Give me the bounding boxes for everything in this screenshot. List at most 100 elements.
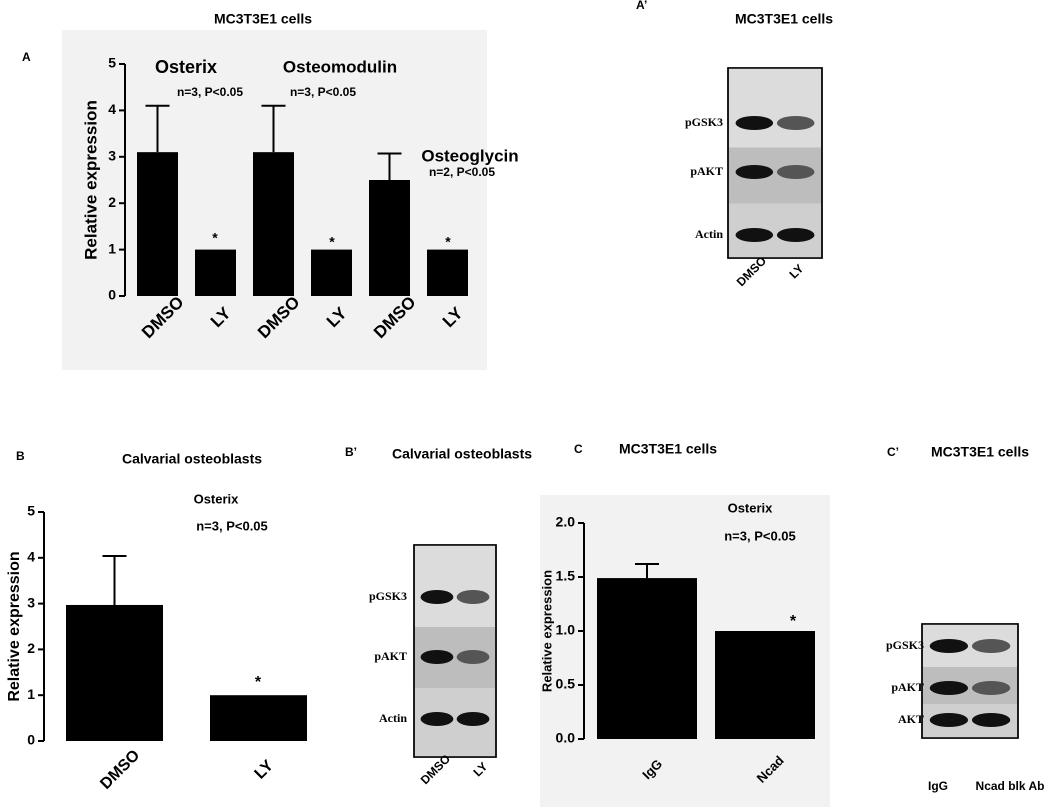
panel-label: C’ (887, 445, 899, 459)
error-bar (102, 554, 127, 605)
blot-title: MC3T3E1 cells (931, 444, 1029, 460)
blot-row-label: Actin (695, 227, 723, 241)
y-axis-label: Relative expression (81, 100, 100, 260)
bar (195, 249, 236, 296)
error-bar (145, 104, 170, 153)
blot-band (420, 712, 454, 726)
x-tick-label: LY (252, 757, 278, 783)
annotation: * (790, 613, 797, 630)
blot-strip (415, 545, 495, 627)
annotation: * (445, 234, 451, 250)
annotation: Osteoglycin (421, 146, 518, 165)
error-bar (635, 563, 659, 579)
annotation: n=3, P<0.05 (290, 85, 356, 99)
bar (137, 152, 178, 296)
bar (715, 631, 815, 739)
blot-band (420, 650, 454, 664)
blot-band (456, 590, 490, 604)
y-tick-label: 3 (27, 594, 35, 610)
blot-band (929, 713, 969, 727)
blot-row-label: AKT (898, 712, 924, 726)
y-tick-label: 1 (108, 240, 116, 256)
blot-row-label: pAKT (690, 164, 723, 178)
blot-band (971, 713, 1011, 727)
panel-label: B’ (345, 445, 357, 459)
blot-row-label: pGSK3 (685, 115, 723, 129)
blot-frame (727, 67, 823, 259)
blot-lane-label: LY (786, 261, 806, 281)
y-tick-label: 4 (27, 549, 35, 565)
y-tick-label: 2 (108, 194, 116, 210)
annotation: * (329, 234, 335, 250)
annotation: Osterix (155, 57, 217, 77)
blot-frame (413, 544, 497, 758)
blot-band (735, 165, 774, 179)
annotation: n=3, P<0.05 (196, 518, 268, 533)
y-tick-label: 0 (27, 732, 35, 748)
blot-band (735, 228, 774, 242)
blot-lane-label: LY (470, 759, 490, 779)
blot-band (776, 228, 815, 242)
bar (210, 695, 307, 741)
panel-label: B (16, 449, 25, 463)
bar (311, 249, 352, 296)
annotation: n=2, P<0.05 (429, 165, 495, 179)
blot-band (420, 590, 454, 604)
bar (369, 180, 410, 296)
blot-row-label: pGSK3 (886, 638, 924, 652)
blot-band (735, 116, 774, 130)
chart-title: MC3T3E1 cells (214, 11, 312, 27)
blot-band (456, 650, 490, 664)
annotation: Osteomodulin (283, 57, 397, 76)
panel-label: C (574, 442, 583, 456)
blot-row-label: Actin (379, 711, 407, 725)
y-tick-label: 0.5 (556, 676, 576, 692)
panel-label: A (22, 50, 31, 64)
chart-title: MC3T3E1 cells (619, 441, 717, 457)
y-tick-label: 5 (27, 503, 35, 519)
blot-lane-label: IgG (928, 779, 948, 793)
bar (597, 578, 697, 739)
blot-lane-label: Ncad blk Ab (976, 779, 1045, 793)
blot-row-label: pAKT (374, 649, 407, 663)
panel-label: A’ (636, 0, 647, 12)
y-tick-label: 1.5 (556, 568, 576, 584)
y-tick-label: 1.0 (556, 622, 576, 638)
annotation: Osterix (728, 500, 774, 515)
annotation: n=3, P<0.05 (724, 528, 796, 543)
blot-band (776, 165, 815, 179)
blot-title: Calvarial osteoblasts (392, 446, 532, 462)
y-tick-label: 2 (27, 640, 35, 656)
annotation: * (255, 674, 262, 691)
annotation: Osterix (194, 491, 240, 506)
error-bar (377, 152, 402, 180)
y-axis-label: Relative expression (539, 570, 554, 692)
blot-band (929, 681, 969, 695)
annotation: n=3, P<0.05 (177, 85, 243, 99)
y-axis-label: Relative expression (6, 551, 23, 701)
blot-row-label: pGSK3 (369, 589, 407, 603)
blot-band (929, 639, 969, 653)
bar (253, 152, 294, 296)
y-tick-label: 0 (108, 287, 116, 303)
y-tick-label: 1 (27, 686, 35, 702)
y-tick-label: 0.0 (556, 730, 576, 746)
blot-band (456, 712, 490, 726)
y-tick-label: 4 (108, 101, 116, 117)
y-tick-label: 5 (108, 55, 116, 71)
bar (66, 604, 163, 741)
error-bar (261, 104, 286, 153)
blot-lane-label: DMSO (734, 254, 769, 289)
blot-frame (921, 623, 1019, 739)
x-tick-label: DMSO (97, 747, 143, 793)
blot-title: MC3T3E1 cells (735, 11, 833, 27)
blot-band (971, 639, 1011, 653)
annotation: * (212, 230, 218, 246)
y-tick-label: 2.0 (556, 514, 576, 530)
bar (427, 249, 468, 296)
blot-band (776, 116, 815, 130)
blot-strip (729, 68, 821, 148)
blot-row-label: pAKT (891, 680, 924, 694)
y-tick-label: 3 (108, 148, 116, 164)
